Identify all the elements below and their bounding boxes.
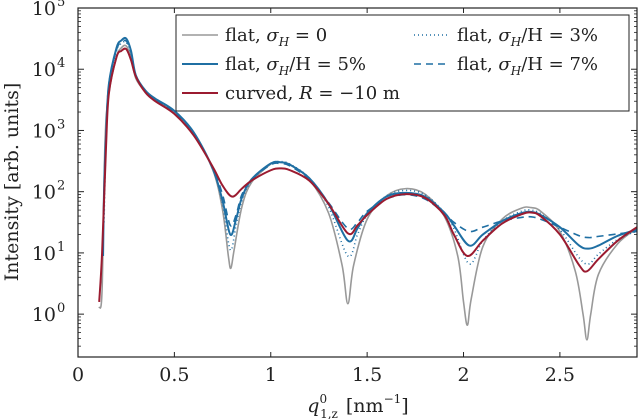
x-tick-label: 0 [72,364,84,386]
x-tick-label: 2 [457,364,469,386]
y-tick-label: 10 [32,243,56,265]
x-tick-label: 1 [265,364,277,386]
legend-label: flat, σH/H = 7% [457,54,598,78]
y-tick-label: 10 [32,120,56,142]
y-tick-label-exponent: 1 [57,240,65,255]
legend-label: flat, σH/H = 3% [457,25,598,49]
legend-label: flat, σH = 0 [225,25,327,49]
series-layer [98,36,637,341]
y-tick-label: 10 [32,0,56,20]
legend-box [175,14,630,112]
y-tick-label: 10 [32,182,56,204]
x-tick-label: 0.5 [159,364,189,386]
y-tick-label-exponent: 3 [57,117,65,132]
y-axis-title: Intensity [arb. units] [1,83,23,282]
y-tick-label-exponent: 4 [57,56,65,71]
series-line-2 [98,47,637,302]
legend-label: curved, R = −10 m [225,83,400,104]
plot-frame [77,7,638,358]
x-tick-label: 2.5 [545,364,575,386]
y-tick-label-exponent: 0 [57,301,65,316]
x-axis-title-units: [nm [346,395,384,417]
x-axis-title-sub: 1,z [320,407,338,419]
x-axis-title-units-close: ] [401,395,408,417]
x-axis-title-sup: 0 [319,392,327,406]
x-axis-title-symbol: q [307,395,319,417]
y-tick-label: 10 [32,59,56,81]
x-tick-label: 1.5 [352,364,382,386]
legend: flat, σH = 0 flat, σH/H = 3% flat, σH/H = … [175,14,630,112]
y-tick-label: 10 [32,304,56,326]
y-tick-label-exponent: 2 [57,179,65,194]
legend-label: flat, σH/H = 5% [225,54,366,78]
x-axis-title: q0 1,z [nm−1] [307,392,408,419]
x-axis-title-units-sup: −1 [384,392,402,406]
y-tick-label-exponent: 5 [57,0,65,10]
